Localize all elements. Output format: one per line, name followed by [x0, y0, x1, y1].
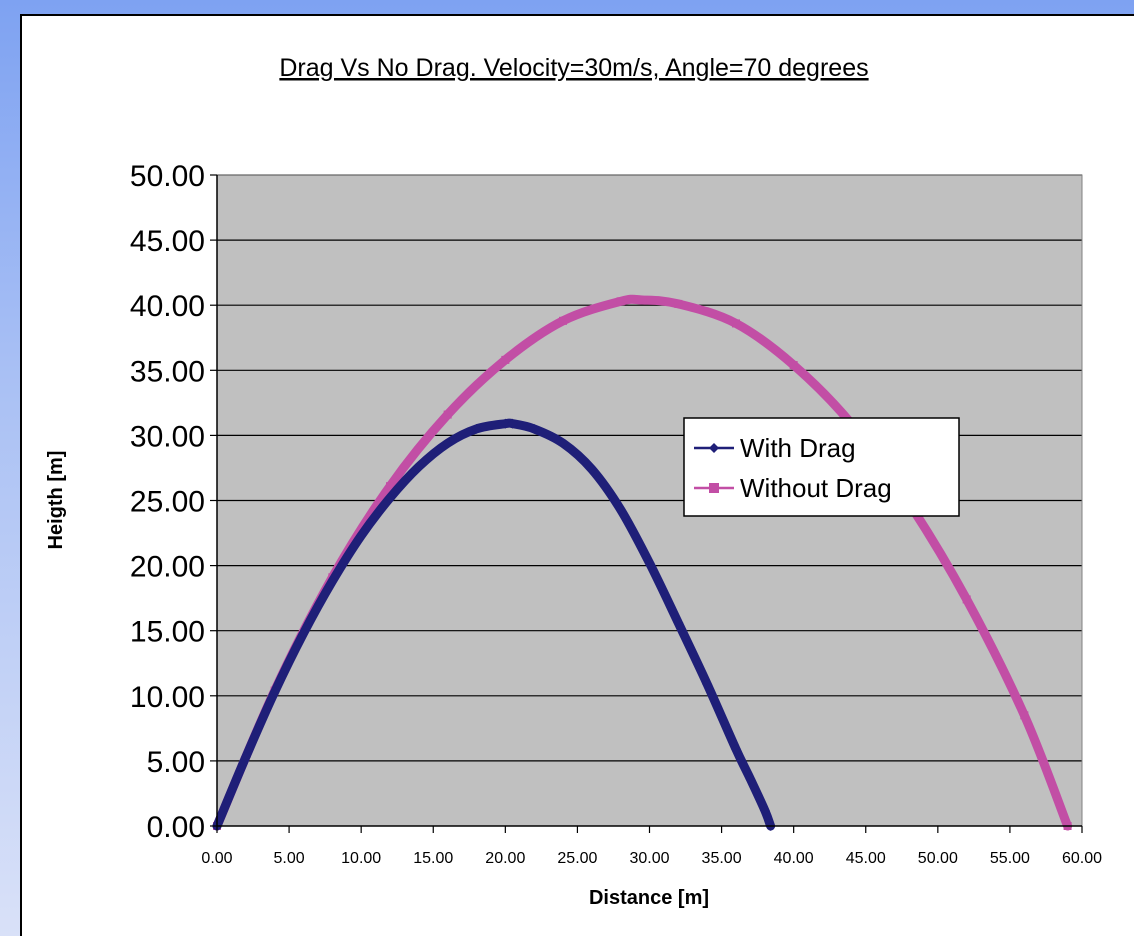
legend: With Drag Without Drag [683, 417, 960, 517]
data-point [471, 423, 482, 434]
y-tick-label: 45.00 [130, 225, 205, 258]
x-tick-label: 0.00 [201, 850, 232, 867]
data-point [443, 410, 452, 419]
data-point [559, 316, 567, 325]
data-point [385, 492, 395, 503]
data-point [674, 299, 683, 308]
tick-layer: 0.00 5.00 10.00 15.00 20.00 25.00 30.00 35.00 40… [130, 160, 1102, 867]
x-tick-label: 40.00 [774, 850, 814, 867]
series-with-drag [212, 418, 776, 831]
data-point [962, 595, 971, 604]
legend-marker-square [709, 483, 719, 493]
y-axis-label: Heigth [m] [45, 451, 67, 550]
x-tick-label: 25.00 [557, 850, 597, 867]
legend-marker-diamond [709, 443, 719, 453]
data-point [240, 751, 251, 762]
y-tick-label: 5.00 [147, 746, 205, 779]
chart-frame: Drag Vs No Drag. Velocity=30m/s, Angle=7… [20, 14, 1134, 936]
chart-title: Drag Vs No Drag. Velocity=30m/s, Angle=7… [279, 54, 868, 82]
data-point [501, 355, 510, 364]
data-point [731, 744, 741, 755]
y-tick-label: 50.00 [130, 160, 205, 193]
x-tick-label: 5.00 [274, 850, 305, 867]
data-point [789, 361, 798, 370]
data-point [298, 628, 309, 639]
y-tick-label: 25.00 [130, 486, 205, 519]
legend-item: With Drag [694, 433, 856, 463]
data-point [500, 418, 511, 429]
x-tick-label: 35.00 [702, 850, 742, 867]
y-tick-label: 30.00 [130, 420, 205, 453]
data-point [529, 423, 540, 434]
x-tick-label: 55.00 [990, 850, 1030, 867]
x-tick-label: 50.00 [918, 850, 958, 867]
legend-box [683, 417, 960, 517]
data-point [442, 438, 453, 449]
legend-label: With Drag [740, 433, 856, 463]
data-point [759, 805, 770, 816]
data-point [327, 576, 338, 587]
x-axis-label: Distance [m] [589, 887, 709, 909]
data-point [507, 418, 518, 429]
data-point [386, 482, 394, 491]
data-point [644, 557, 655, 568]
data-point [616, 297, 625, 306]
x-tick-label: 20.00 [485, 850, 525, 867]
x-tick-label: 15.00 [413, 850, 453, 867]
legend-label: Without Drag [740, 473, 892, 503]
y-tick-label: 20.00 [130, 551, 205, 584]
x-tick-label: 60.00 [1062, 850, 1102, 867]
y-tick-label: 0.00 [147, 811, 205, 844]
x-tick-label: 30.00 [629, 850, 669, 867]
chart-svg: Drag Vs No Drag. Velocity=30m/s, Angle=7… [45, 54, 1102, 909]
x-tick-label: 45.00 [846, 850, 886, 867]
data-point [558, 438, 568, 449]
data-point [1020, 711, 1029, 720]
legend-item: Without Drag [694, 473, 892, 503]
data-point [702, 679, 713, 690]
y-tick-label: 10.00 [130, 681, 205, 714]
data-point [732, 319, 740, 328]
x-tick-label: 10.00 [341, 850, 381, 867]
data-point [745, 774, 756, 785]
data-point [615, 504, 626, 515]
data-point [413, 461, 424, 472]
data-point [356, 530, 367, 541]
data-point [269, 686, 280, 697]
data-point [586, 464, 597, 475]
data-point [673, 617, 684, 628]
y-tick-label: 35.00 [130, 355, 205, 388]
y-tick-label: 40.00 [130, 290, 205, 323]
data-point [638, 295, 647, 304]
y-tick-label: 15.00 [130, 616, 205, 649]
series-layer [212, 294, 1073, 831]
